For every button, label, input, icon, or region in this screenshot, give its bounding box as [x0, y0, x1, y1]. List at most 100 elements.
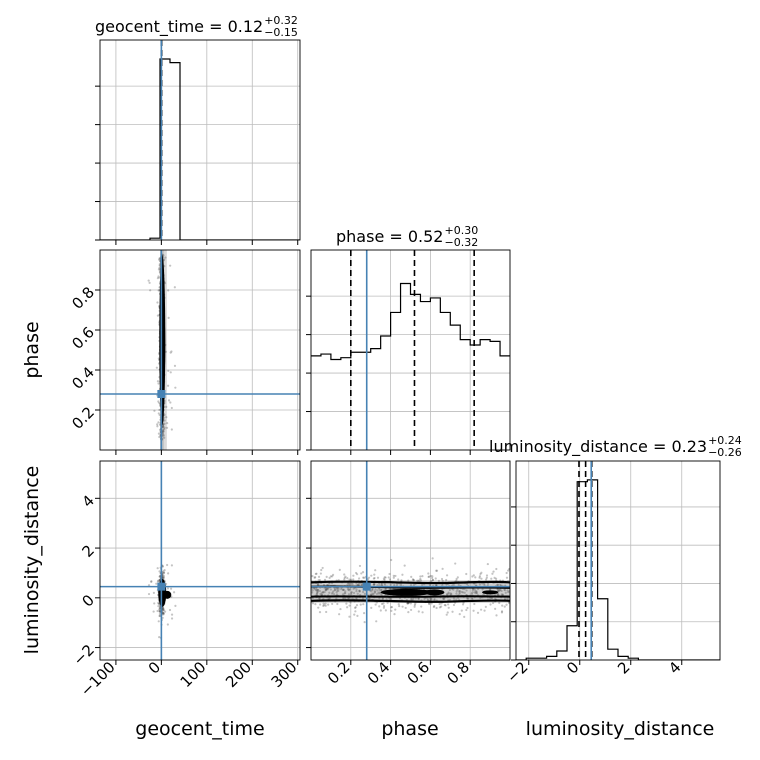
sample-point — [491, 572, 494, 575]
sample-point — [164, 256, 167, 259]
y-tick-label-luminosity_distance: 0 — [79, 591, 98, 610]
sample-point — [158, 256, 161, 260]
sample-point — [474, 590, 477, 593]
sample-point — [456, 576, 459, 579]
density-contour-core — [380, 588, 433, 596]
sample-point — [382, 604, 386, 608]
sample-point — [369, 593, 372, 596]
sample-point — [451, 610, 454, 613]
sample-point — [316, 588, 320, 592]
sample-point — [458, 590, 461, 593]
sample-point — [355, 571, 358, 575]
sample-point — [158, 263, 161, 266]
sample-point — [494, 577, 498, 580]
panel-frame — [99, 460, 301, 661]
y-axis-label-phase: phase — [21, 321, 43, 378]
sample-point — [378, 597, 381, 600]
x-tick-label-geocent_time: 200 — [222, 658, 255, 691]
sample-point — [153, 409, 156, 412]
sample-point — [443, 603, 446, 607]
sample-point — [478, 583, 482, 586]
sample-point — [473, 588, 476, 591]
sample-point — [426, 598, 430, 601]
sample-point — [442, 597, 445, 600]
sample-point — [437, 579, 441, 582]
sample-point — [323, 587, 326, 590]
sample-point — [491, 601, 495, 605]
panel-frame — [310, 460, 511, 661]
sample-point — [311, 589, 314, 592]
sample-point — [412, 579, 415, 582]
sample-point — [311, 602, 315, 605]
sample-point — [345, 602, 348, 605]
sample-point — [494, 607, 497, 610]
sample-point — [161, 612, 165, 615]
sample-point — [316, 590, 319, 593]
sample-point — [390, 609, 393, 612]
sample-point — [431, 575, 434, 578]
sample-point — [324, 588, 327, 591]
sample-point — [158, 266, 161, 270]
sample-point — [423, 597, 426, 601]
sample-point — [354, 610, 357, 613]
sample-point — [158, 408, 161, 412]
sample-point — [359, 603, 362, 606]
sample-point — [161, 432, 165, 435]
sample-point — [445, 593, 449, 596]
sample-point — [358, 564, 362, 568]
sample-point — [347, 593, 351, 596]
sample-point — [503, 605, 506, 608]
title-minus-phase: −0.32 — [444, 236, 478, 249]
sample-point — [335, 587, 339, 590]
sample-point — [447, 606, 450, 609]
sample-point — [500, 589, 503, 593]
sample-point — [383, 578, 386, 581]
sample-point — [357, 583, 360, 586]
y-tick-label-luminosity_distance: 2 — [79, 541, 98, 560]
sample-point — [455, 577, 458, 581]
sample-point — [444, 604, 447, 607]
sample-point — [411, 578, 415, 581]
sample-point — [314, 576, 317, 579]
sample-point — [503, 588, 506, 591]
sample-point — [173, 364, 177, 367]
sample-point — [321, 566, 324, 570]
sample-point — [162, 434, 165, 437]
sample-point — [342, 597, 345, 600]
sample-point — [317, 575, 321, 578]
sample-point — [322, 602, 325, 605]
sample-point — [161, 576, 164, 579]
sample-point — [383, 576, 386, 579]
sample-point — [150, 580, 153, 583]
sample-point — [362, 603, 365, 606]
sample-point — [407, 602, 410, 605]
sample-point — [348, 589, 351, 592]
sample-point — [430, 597, 433, 601]
sample-point — [362, 576, 365, 579]
sample-point — [389, 583, 392, 587]
sample-point — [372, 577, 375, 580]
sample-point — [358, 590, 361, 593]
sample-point — [327, 603, 330, 606]
sample-point — [414, 602, 417, 605]
sample-point — [328, 591, 331, 594]
sample-point — [158, 435, 161, 439]
sample-point — [384, 587, 387, 591]
sample-point — [356, 583, 360, 587]
sample-point — [385, 598, 388, 601]
title-plus-luminosity_distance: +0.24 — [708, 434, 742, 447]
sample-point — [322, 604, 325, 607]
sample-point — [356, 614, 359, 618]
sample-point — [370, 574, 373, 577]
sample-point — [162, 609, 165, 612]
sample-point — [373, 590, 376, 593]
y-tick-label-luminosity_distance: −2 — [70, 641, 98, 669]
y-tick-label-luminosity_distance: 4 — [79, 492, 98, 511]
sample-point — [380, 588, 383, 592]
sample-point — [157, 602, 160, 606]
sample-point — [152, 591, 155, 594]
title-luminosity_distance: luminosity_distance = 0.23 — [489, 437, 707, 457]
sample-point — [166, 422, 169, 425]
sample-point — [390, 558, 393, 562]
sample-point — [349, 588, 352, 591]
